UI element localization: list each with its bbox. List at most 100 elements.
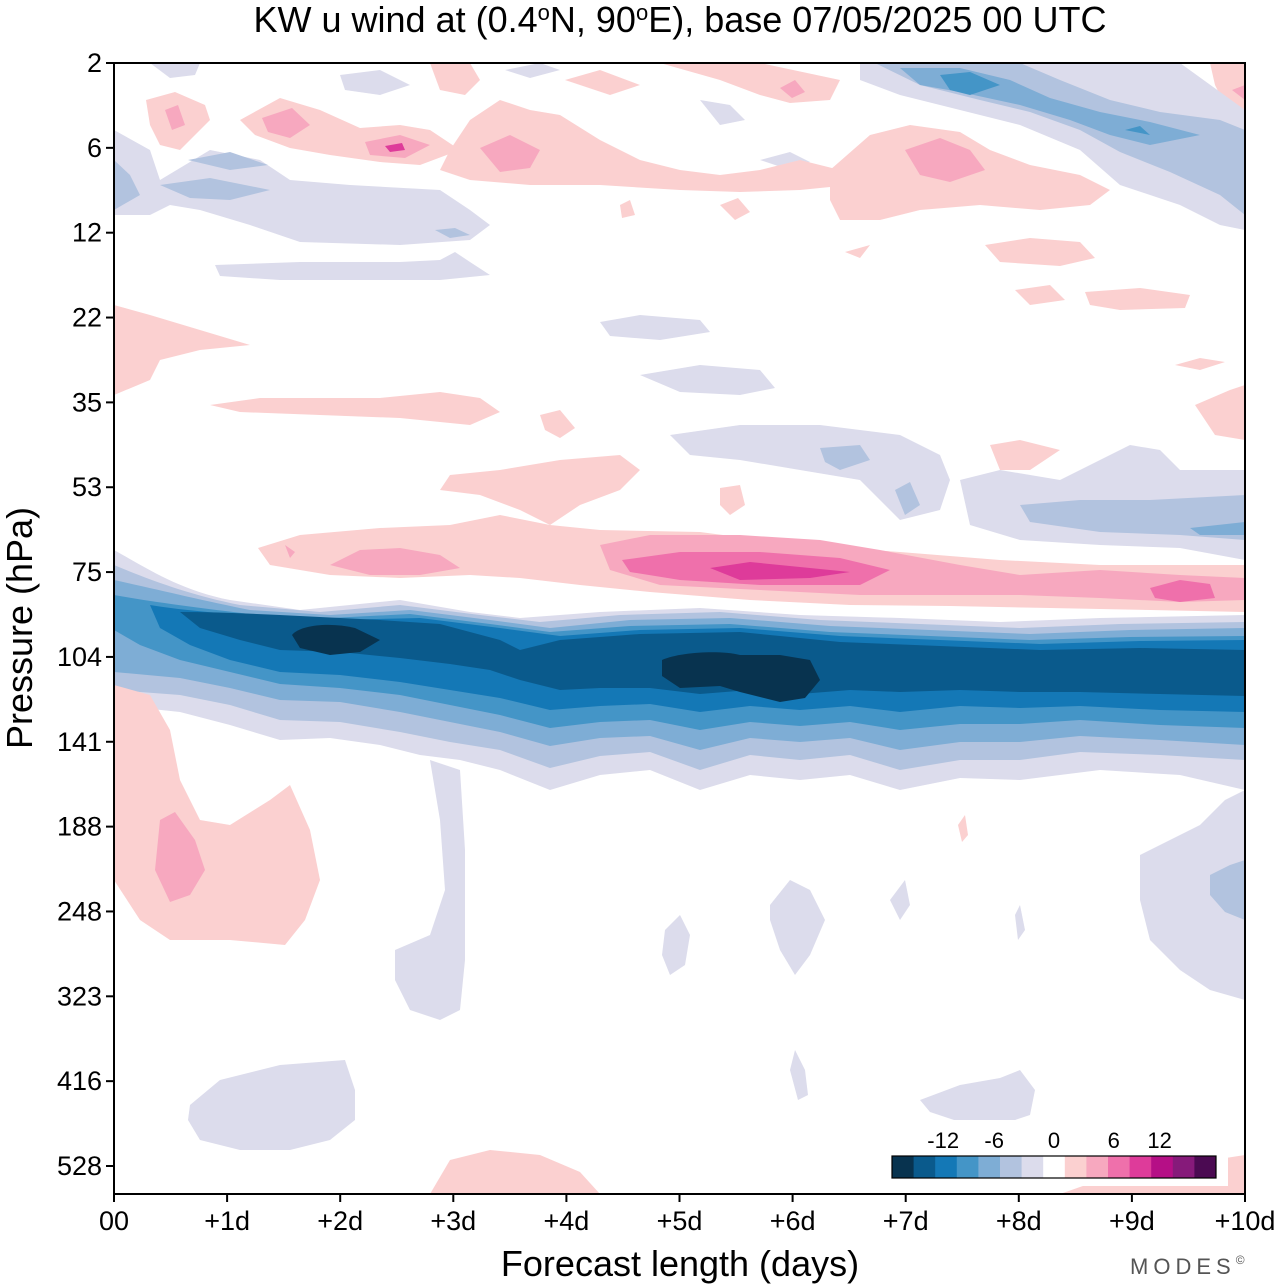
x-tick-label: +2d	[317, 1206, 363, 1236]
contour-pink-mid2	[720, 485, 745, 515]
contour-pink-top4	[440, 100, 850, 192]
contour-pink-top2b	[262, 108, 310, 138]
x-tick-label: +7d	[883, 1206, 929, 1236]
contour-pink-small3	[845, 245, 870, 258]
contour-blue-lower-stem	[395, 760, 465, 1020]
contour-pink-top4b	[480, 135, 540, 172]
colorbar: -12 -6 0 6 12	[880, 1120, 1228, 1186]
contour-blue-416b	[790, 1050, 808, 1100]
contour-jet-core-east	[662, 652, 820, 702]
y-axis: 2 6 12 22 35 53 75 104 141 188 248 323 416 528	[57, 48, 114, 1181]
contour-pink-top6	[660, 63, 840, 103]
colorbar-swatch	[1021, 1156, 1044, 1178]
y-tick-label: 188	[57, 812, 102, 842]
colorbar-swatch	[1086, 1156, 1109, 1178]
y-tick-label: 141	[57, 727, 102, 757]
contour-blue-mid	[670, 425, 950, 520]
x-tick-label: +4d	[543, 1206, 589, 1236]
title-degree-2: o	[636, 0, 648, 25]
credit-mark: ©	[1236, 1253, 1250, 1267]
contour-pink-upper-right-d	[1015, 285, 1065, 305]
contour-blue-mid2	[820, 445, 870, 470]
contour-pink-35	[210, 392, 500, 425]
contour-blue-upper-patch4	[435, 228, 470, 238]
contour-blue-416	[188, 1060, 355, 1150]
title-part-b: N, 90	[550, 0, 636, 40]
contour-east-upper-5	[1125, 126, 1150, 135]
contour-blue-22	[600, 315, 710, 340]
colorbar-tick-label: 0	[1048, 1128, 1060, 1153]
contour-pink-35b	[540, 410, 575, 438]
title-part-a: KW u wind at (0.4	[254, 0, 538, 40]
y-axis-label: Pressure (hPa)	[0, 507, 40, 749]
x-axis-label: Forecast length (days)	[501, 1243, 859, 1284]
colorbar-swatch	[956, 1156, 979, 1178]
colorbar-frame	[891, 1155, 1217, 1179]
contour-blue-mid3	[895, 482, 920, 515]
colorbar-swatch	[1194, 1156, 1217, 1178]
colorbar-swatch	[978, 1156, 1001, 1178]
contour-westerly-small	[285, 545, 295, 558]
contour-east-upper-1	[860, 63, 1245, 230]
y-tick-label: 53	[72, 472, 102, 502]
y-tick-label: 12	[72, 218, 102, 248]
title-part-c: E), base 07/05/2025 00 UTC	[648, 0, 1106, 40]
contour-westerly-level-2	[330, 548, 460, 575]
title-degree-1: o	[538, 0, 550, 25]
y-tick-label: 248	[57, 896, 102, 926]
contour-pink-upper-right-e	[1085, 288, 1190, 310]
contour-westerly-level-4	[710, 562, 850, 580]
y-tick-label: 416	[57, 1066, 102, 1096]
colorbar-swatch	[1108, 1156, 1131, 1178]
contour-blue-upper-patch2	[160, 178, 270, 200]
contour-blue-upper-patch3	[188, 152, 268, 170]
contour-blue-416c	[920, 1070, 1035, 1125]
y-tick-label: 75	[72, 557, 102, 587]
x-tick-label: +10d	[1215, 1206, 1276, 1236]
y-tick-label: 6	[87, 133, 102, 163]
contour-blue-low1	[662, 915, 690, 975]
contour-westerly-level-2b	[600, 535, 1245, 602]
x-tick-label: +6d	[770, 1206, 816, 1236]
x-tick-label: +3d	[430, 1206, 476, 1236]
y-tick-label: 323	[57, 981, 102, 1011]
contour-jet-core-west	[292, 624, 380, 655]
y-tick-label: 22	[72, 303, 102, 333]
contour-pink-bottom	[430, 1150, 600, 1194]
colorbar-swatch	[1064, 1156, 1087, 1178]
x-tick-label: +9d	[1109, 1206, 1155, 1236]
y-tick-label: 35	[72, 387, 102, 417]
chart-title: KW u wind at (0.4oN, 90oE), base 07/05/2…	[254, 0, 1107, 40]
contour-pink-small1	[620, 200, 635, 218]
contour-blue-top	[150, 63, 200, 78]
y-tick-label: 104	[57, 642, 102, 672]
colorbar-tick-label: -12	[927, 1128, 959, 1153]
colorbar-swatch	[1043, 1156, 1066, 1178]
contour-blue-top3	[505, 63, 560, 78]
contour-pink-upper-right-c	[985, 238, 1095, 266]
contour-pink-top-right	[1210, 63, 1245, 110]
x-tick-label: +5d	[657, 1206, 703, 1236]
contour-blue-right3	[1190, 522, 1245, 535]
contour-pink-lower-b	[155, 812, 205, 902]
contour-pink-top6b	[780, 80, 805, 98]
contour-pink-mid	[440, 455, 640, 525]
colorbar-swatch	[913, 1156, 936, 1178]
contour-blue-low4	[1015, 905, 1025, 940]
contour-pink-top3	[430, 63, 480, 95]
contour-pink-right-mid	[990, 440, 1060, 470]
contour-blue-35	[640, 365, 775, 395]
colorbar-tick-label: -6	[984, 1128, 1004, 1153]
contour-pink-35c	[1195, 385, 1245, 440]
colorbar-swatch	[1172, 1156, 1195, 1178]
x-tick-label: +8d	[996, 1206, 1042, 1236]
contour-blue-upper-patch	[114, 160, 140, 210]
colorbar-swatch	[1151, 1156, 1174, 1178]
contour-east-upper-4	[940, 72, 1000, 95]
x-axis: 00 +1d +2d +3d +4d +5d +6d +7d +8d +9d +10d	[99, 1194, 1275, 1236]
contour-blue-lower-right-b	[1210, 860, 1245, 920]
contour-pink-22	[114, 305, 250, 395]
contour-blue-lower-right	[1140, 790, 1245, 1000]
x-tick-label: 00	[99, 1206, 129, 1236]
x-tick-label: +1d	[204, 1206, 250, 1236]
